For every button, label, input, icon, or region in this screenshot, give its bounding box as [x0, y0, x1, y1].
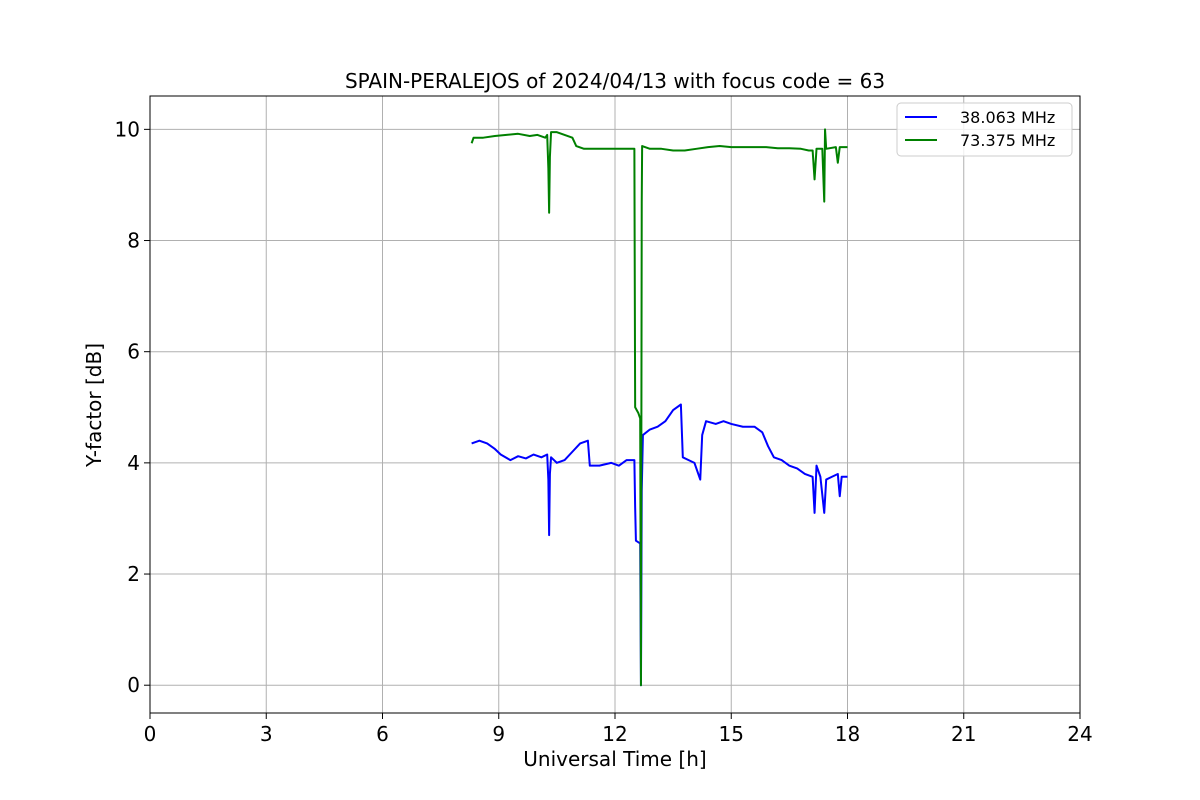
x-tick-label: 3: [260, 722, 273, 746]
x-tick-label: 18: [835, 722, 860, 746]
series-line-73mhz: [470, 128, 848, 687]
legend-box: [896, 102, 1073, 157]
y-axis-label: Y-factor [dB]: [82, 343, 106, 468]
legend-label-73mhz: 73.375 MHz: [960, 131, 1055, 150]
x-tick-label: 21: [951, 722, 976, 746]
chart-title: SPAIN-PERALEJOS of 2024/04/13 with focus…: [345, 69, 885, 93]
x-tick-label: 6: [376, 722, 389, 746]
y-tick-label: 10: [115, 117, 140, 141]
y-tick-label: 4: [127, 451, 140, 475]
x-tick-label: 15: [719, 722, 744, 746]
series-line-38mhz: [471, 403, 848, 687]
legend: 38.063 MHz 73.375 MHz: [896, 102, 1073, 157]
x-tick-label: 12: [602, 722, 627, 746]
y-tick-label: 0: [127, 673, 140, 697]
x-tick-label: 0: [144, 722, 157, 746]
x-tick-label: 9: [492, 722, 505, 746]
y-tick-label: 2: [127, 562, 140, 586]
series-lines: [470, 128, 848, 687]
x-tick-label: 24: [1067, 722, 1092, 746]
y-tick-label: 8: [127, 229, 140, 253]
x-axis-label: Universal Time [h]: [523, 747, 706, 771]
y-tick-label: 6: [127, 340, 140, 364]
legend-label-38mhz: 38.063 MHz: [960, 108, 1055, 127]
